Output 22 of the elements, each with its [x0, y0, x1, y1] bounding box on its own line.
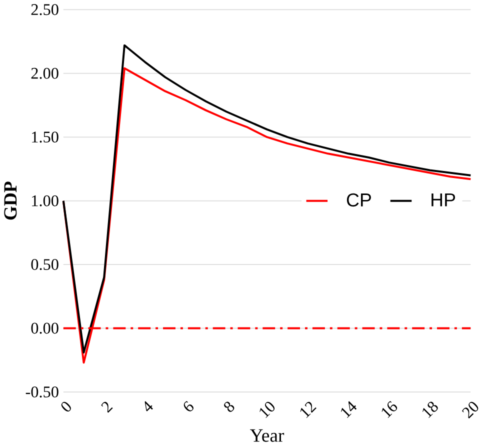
x-tick-label: 2	[101, 402, 113, 413]
legend-label: CP	[346, 193, 371, 207]
x-tick-label: 16	[382, 400, 398, 418]
x-tick-label: 12	[300, 402, 316, 418]
x-tick-label: 14	[341, 401, 357, 418]
y-tick-label: 2.50	[31, 4, 58, 16]
y-tick-label: 0.00	[31, 322, 58, 334]
x-tick-label: 8	[224, 402, 234, 412]
legend-label: HP	[432, 193, 456, 206]
x-tick-label: 20	[462, 402, 478, 419]
y-tick-label: 2.00	[31, 68, 58, 79]
x-tick-label: 0	[61, 402, 71, 412]
y-tick-label: -0.50	[26, 386, 58, 398]
y-tick-label: 1.50	[32, 132, 58, 143]
x-axis-title: Year	[250, 429, 284, 442]
x-tick-label: 6	[184, 400, 194, 412]
x-tick-label: 10	[260, 402, 275, 418]
y-tick-label: 1.00	[32, 195, 58, 206]
y-tick-label: 0.50	[31, 259, 58, 270]
x-tick-label: 4	[144, 401, 153, 412]
y-axis-title: GDP	[4, 182, 17, 220]
x-tick-label: 18	[422, 402, 438, 418]
